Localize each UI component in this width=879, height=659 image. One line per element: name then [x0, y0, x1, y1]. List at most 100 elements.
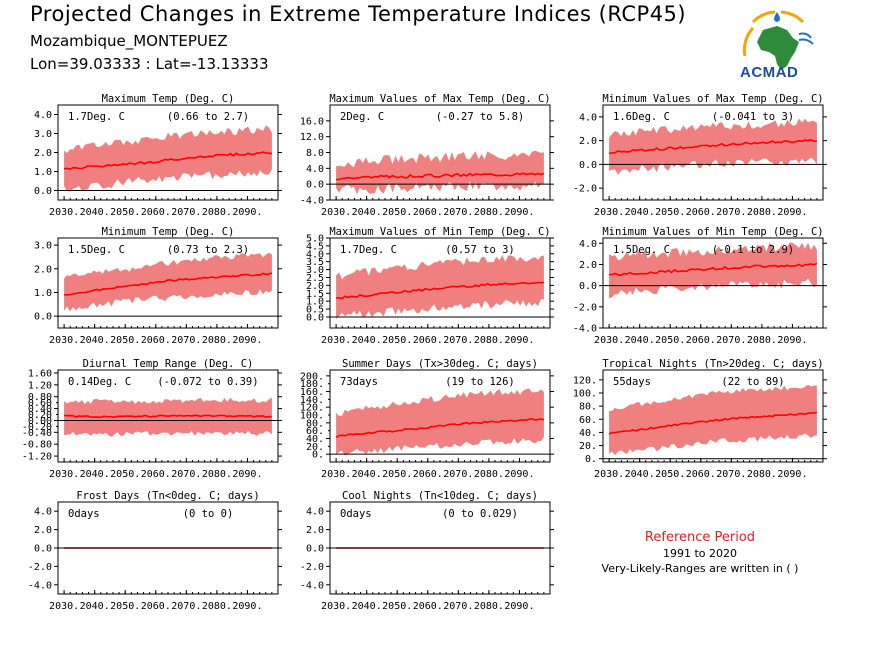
chart-title: Cool Nights (Tn<10deg. C; days): [342, 490, 538, 502]
x-tick-label: 2030.: [321, 207, 351, 218]
y-tick-label: 200.: [300, 371, 324, 382]
x-tick-label: 2050.: [382, 335, 412, 346]
chart-title: Maximum Values of Max Temp (Deg. C): [329, 93, 550, 105]
x-tick-label: 2080.: [202, 601, 232, 612]
x-tick-label: 2080.: [474, 207, 504, 218]
y-tick-label: 4.0: [34, 110, 52, 121]
y-tick-label: 40.: [306, 434, 324, 445]
x-tick-label: 2080.: [202, 469, 232, 480]
chart-summary-value: 1.5Deg. C: [68, 244, 125, 256]
y-tick-label: 80.: [306, 418, 324, 429]
x-tick-label: 2040.: [625, 469, 655, 480]
y-tick-label: 100.: [300, 411, 324, 422]
y-tick-label: 0.0: [34, 186, 52, 197]
x-tick-label: 2040.: [352, 601, 382, 612]
x-tick-label: 2050.: [655, 335, 685, 346]
reference-period-title: Reference Period: [644, 530, 756, 545]
x-tick-label: 2040.: [80, 335, 110, 346]
y-tick-label: 3.0: [34, 241, 52, 252]
reference-period-box: Reference Period 1991 to 2020 Very-Likel…: [590, 530, 810, 575]
mean-line: [64, 272, 273, 296]
x-tick-label: 2090.: [777, 207, 807, 218]
x-tick-label: 2070.: [171, 207, 201, 218]
x-tick-label: 2070.: [716, 335, 746, 346]
y-tick-label: 4.0: [306, 507, 324, 518]
y-tick-label: -2.0: [300, 562, 324, 573]
chart-title: Minimum Values of Max Temp (Deg. C): [602, 93, 823, 105]
y-tick-label: 180.: [300, 379, 324, 390]
mean-line: [609, 262, 818, 277]
x-tick-label: 2040.: [625, 335, 655, 346]
y-tick-label: 3.0: [306, 265, 324, 276]
y-tick-label: 0.0: [34, 544, 52, 555]
mean-line: [608, 411, 818, 435]
chart-summary-value: 0days: [340, 508, 372, 520]
y-tick-label: -0.40: [22, 428, 52, 439]
x-tick-label: 2070.: [716, 469, 746, 480]
y-tick-label: 20.: [579, 441, 597, 452]
mean-line: [63, 414, 272, 419]
chart-range-value: (19 to 126): [445, 376, 515, 388]
x-tick-label: 2040.: [352, 335, 382, 346]
likely-range-band: [336, 150, 544, 195]
y-tick-label: 16.0: [300, 116, 324, 127]
x-tick-label: 2040.: [80, 207, 110, 218]
y-tick-label: 80.: [579, 402, 597, 413]
chart-range-value: (22 to 89): [721, 376, 784, 388]
x-tick-label: 2080.: [474, 469, 504, 480]
chart-summary-value: 0days: [68, 508, 100, 520]
chart-range-value: (-0.1 to 2.9): [712, 244, 794, 256]
x-tick-label: 2050.: [655, 207, 685, 218]
x-tick-label: 2080.: [202, 207, 232, 218]
y-tick-label: -4.0: [300, 196, 324, 207]
x-tick-label: 2070.: [443, 207, 473, 218]
acmad-logo: [742, 10, 814, 70]
x-tick-label: 2070.: [443, 469, 473, 480]
x-tick-label: 2070.: [443, 601, 473, 612]
x-tick-label: 2030.: [594, 469, 624, 480]
y-tick-label: 2.0: [34, 264, 52, 275]
chart-summary-value: 73days: [340, 376, 378, 388]
chart-panel: 2030. 2040. 2050. 2060. 2070. 2080. 2090. -4.0 -…: [573, 226, 827, 346]
x-tick-label: 2050.: [382, 469, 412, 480]
chart-panel: 2030. 2040. 2050. 2060. 2070. 2080. 2090. 0. 40.…: [300, 358, 554, 480]
y-tick-label: -4.0: [28, 580, 52, 591]
y-tick-label: 0.0: [579, 160, 597, 171]
y-tick-label: 0.0: [306, 180, 324, 191]
y-tick-label: 0.5: [306, 305, 324, 316]
y-tick-label: -0.80: [22, 440, 52, 451]
x-tick-label: 2030.: [594, 207, 624, 218]
wind-icon: [798, 32, 814, 45]
x-tick-label: 2050.: [110, 601, 140, 612]
y-tick-label: 4.0: [306, 164, 324, 175]
x-tick-label: 2050.: [110, 207, 140, 218]
x-tick-label: 2060.: [141, 601, 171, 612]
x-tick-label: 2040.: [80, 601, 110, 612]
y-tick-label: 5.0: [306, 234, 324, 245]
chart-range-value: (0 to 0): [183, 508, 234, 520]
x-tick-label: 2080.: [474, 335, 504, 346]
mean-line: [335, 417, 545, 439]
chart-panel: 2030. 2040. 2050. 2060. 2070. 2080. 2090. 0.00.…: [306, 226, 554, 346]
y-tick-label: 4.5: [306, 241, 324, 252]
y-tick-label: 60.: [306, 426, 324, 437]
mean-line: [64, 151, 273, 171]
y-tick-label: 0.: [312, 450, 324, 461]
y-tick-label: 1.20: [28, 380, 52, 391]
x-tick-label: 2090.: [504, 601, 534, 612]
x-tick-label: 2090.: [504, 207, 534, 218]
y-tick-label: 0.60: [28, 398, 52, 409]
x-tick-label: 2040.: [625, 207, 655, 218]
y-tick-label: 4.0: [579, 112, 597, 123]
water-drop-icon: [774, 12, 780, 22]
chart-summary-value: 1.7Deg. C: [68, 111, 125, 123]
x-tick-label: 2060.: [413, 335, 443, 346]
likely-range-band: [64, 397, 272, 437]
x-tick-label: 2090.: [232, 335, 262, 346]
y-tick-label: 4.0: [34, 507, 52, 518]
chart-summary-value: 1.5Deg. C: [613, 244, 670, 256]
y-tick-label: 2.5: [306, 273, 324, 284]
x-tick-label: 2070.: [171, 469, 201, 480]
x-tick-label: 2080.: [747, 335, 777, 346]
reference-period-years: 1991 to 2020: [662, 547, 738, 560]
